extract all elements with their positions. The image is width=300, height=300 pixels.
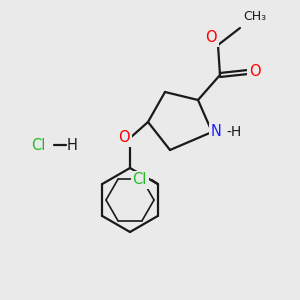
Text: O: O bbox=[205, 31, 217, 46]
Text: H: H bbox=[67, 137, 77, 152]
Text: Cl: Cl bbox=[133, 172, 147, 188]
Text: -H: -H bbox=[226, 125, 241, 139]
Text: O: O bbox=[249, 64, 261, 80]
Text: N: N bbox=[211, 124, 221, 140]
Text: CH₃: CH₃ bbox=[243, 10, 266, 23]
Text: O: O bbox=[118, 130, 130, 146]
Text: Cl: Cl bbox=[31, 137, 45, 152]
